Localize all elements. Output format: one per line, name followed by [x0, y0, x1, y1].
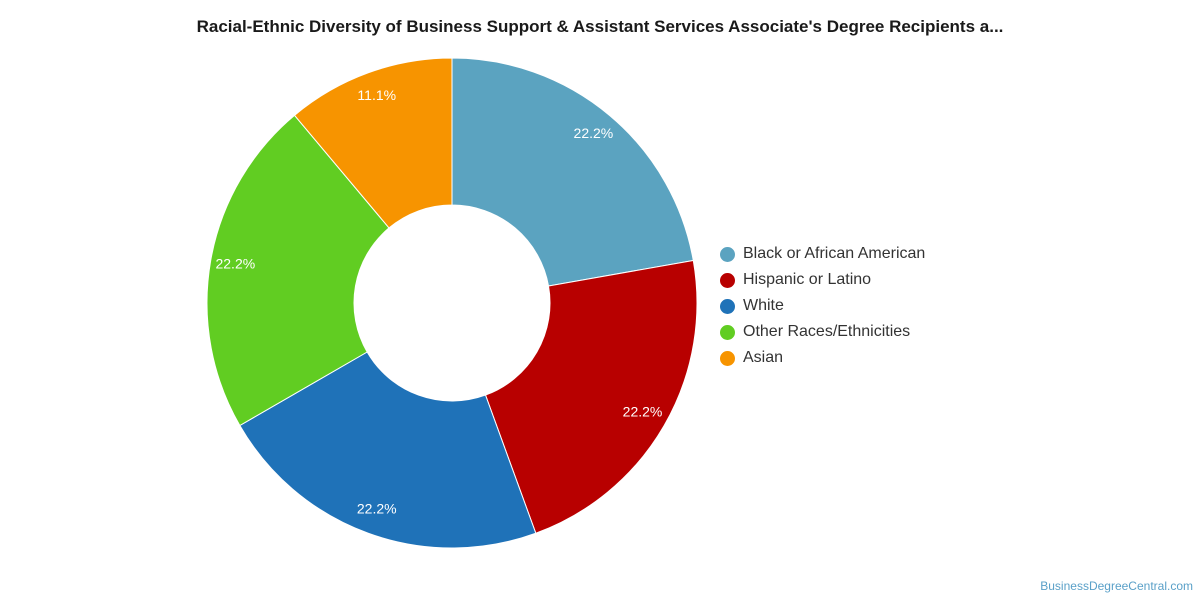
- legend-item[interactable]: Asian: [720, 345, 925, 371]
- legend-label: Other Races/Ethnicities: [743, 323, 911, 340]
- legend: Black or African American Hispanic or La…: [720, 241, 925, 371]
- legend-swatch: [720, 324, 735, 340]
- legend-swatch: [720, 350, 735, 366]
- slice-value-label: 22.2%: [215, 256, 255, 272]
- legend-label: Asian: [743, 349, 784, 366]
- donut-slice[interactable]: [239, 351, 537, 549]
- legend-item[interactable]: Black or African American: [720, 241, 925, 267]
- legend-item[interactable]: Other Races/Ethnicities: [720, 319, 925, 345]
- legend-item[interactable]: Hispanic or Latino: [720, 267, 925, 293]
- donut-slice[interactable]: [451, 57, 694, 287]
- slice-value-label: 22.2%: [574, 125, 614, 141]
- legend-item[interactable]: White: [720, 293, 925, 319]
- slice-value-label: 22.2%: [623, 404, 663, 420]
- slice-value-label: 22.2%: [357, 500, 397, 516]
- slice-value-label: 11.1%: [357, 87, 396, 103]
- legend-swatch: [720, 246, 735, 262]
- legend-swatch: [720, 272, 735, 288]
- donut-slice[interactable]: [293, 57, 453, 229]
- chart-title: Racial-Ethnic Diversity of Business Supp…: [196, 17, 1004, 36]
- legend-label: White: [743, 297, 784, 314]
- legend-label: Hispanic or Latino: [743, 271, 872, 288]
- legend-label: Black or African American: [743, 245, 926, 262]
- source-watermark[interactable]: BusinessDegreeCentral.com: [1040, 579, 1193, 593]
- donut-slice[interactable]: [484, 259, 698, 534]
- donut-slice[interactable]: [206, 114, 390, 427]
- legend-swatch: [720, 298, 735, 314]
